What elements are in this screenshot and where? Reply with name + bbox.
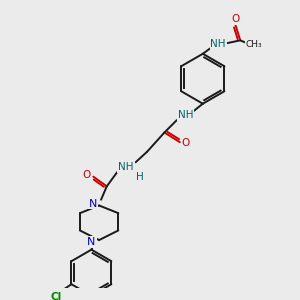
Text: N: N (89, 199, 98, 208)
Text: H: H (136, 172, 143, 182)
Text: Cl: Cl (50, 292, 62, 300)
Text: NH: NH (178, 110, 193, 120)
Text: NH: NH (210, 39, 226, 49)
Text: CH₃: CH₃ (245, 40, 262, 49)
Text: O: O (182, 138, 190, 148)
Text: NH: NH (118, 162, 134, 172)
Text: N: N (87, 237, 96, 247)
Text: O: O (82, 170, 91, 180)
Text: O: O (231, 14, 240, 24)
